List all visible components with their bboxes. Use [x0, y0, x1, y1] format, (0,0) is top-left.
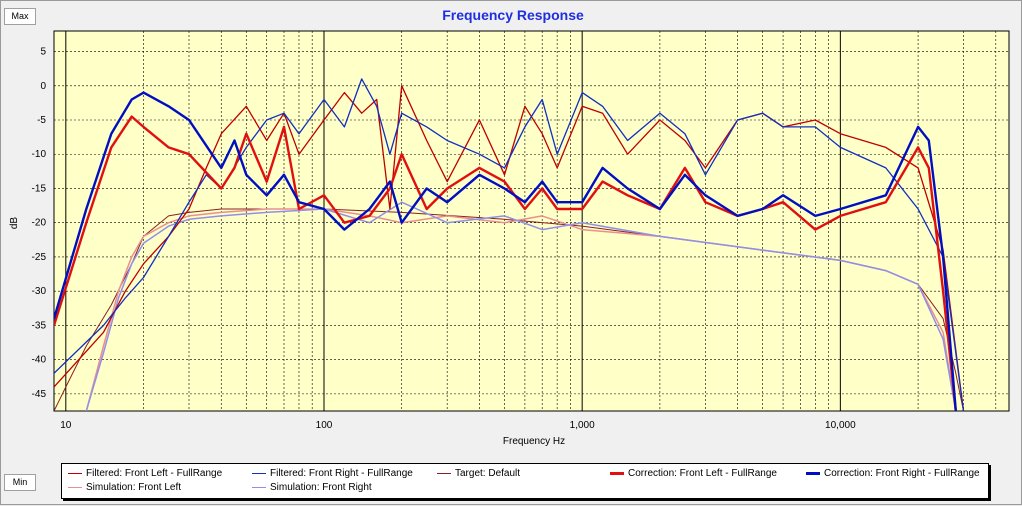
series-line [85, 201, 957, 411]
legend-label: Correction: Front Left - FullRange [628, 468, 777, 479]
legend-swatch [610, 472, 624, 475]
x-tick-label: 10 [60, 420, 72, 431]
y-tick-label: 5 [40, 47, 46, 58]
y-axis-label: dB [9, 217, 20, 230]
legend-entry: Correction: Front Left - FullRange [610, 468, 777, 479]
plot-area [53, 30, 1010, 412]
y-tick-label: -30 [32, 286, 47, 297]
legend-swatch [806, 472, 820, 475]
series-line [54, 91, 957, 411]
legend-swatch [68, 487, 82, 488]
legend-entry: Simulation: Front Right [252, 482, 372, 493]
max-button[interactable]: Max [4, 8, 36, 25]
x-tick-label: 100 [316, 420, 333, 431]
legend-swatch [252, 473, 266, 474]
x-axis-label: Frequency Hz [503, 436, 565, 447]
legend-entry: Correction: Front Right - FullRange [806, 468, 980, 479]
y-tick-label: 0 [40, 81, 46, 92]
legend-swatch [68, 473, 82, 474]
y-tick-label: -15 [32, 183, 47, 194]
y-tick-label: -10 [32, 149, 47, 160]
legend-label: Correction: Front Right - FullRange [824, 468, 980, 479]
legend-label: Filtered: Front Right - FullRange [270, 468, 413, 479]
legend-swatch [252, 487, 266, 488]
legend-label: Target: Default [455, 468, 521, 479]
legend-entry: Filtered: Front Right - FullRange [252, 468, 413, 479]
legend-label: Filtered: Front Left - FullRange [86, 468, 223, 479]
y-tick-label: -25 [32, 252, 47, 263]
x-tick-label: 1,000 [570, 420, 595, 431]
chart-title: Frequency Response [442, 7, 584, 23]
legend-entry: Target: Default [437, 468, 520, 479]
legend-label: Simulation: Front Left [86, 482, 182, 493]
y-tick-label: -40 [32, 355, 47, 366]
chart-legend: Filtered: Front Left - FullRange Filtered… [61, 463, 989, 499]
y-tick-label: -35 [32, 320, 47, 331]
legend-entry: Simulation: Front Left [68, 482, 181, 493]
legend-label: Simulation: Front Right [270, 482, 372, 493]
series-line [54, 115, 957, 411]
y-tick-label: -20 [32, 218, 47, 229]
x-tick-label: 10,000 [825, 420, 856, 431]
legend-swatch [437, 473, 451, 474]
legend-entry: Filtered: Front Left - FullRange [68, 468, 222, 479]
y-tick-label: -45 [32, 389, 47, 400]
min-button[interactable]: Min [4, 474, 36, 491]
y-tick-label: -5 [37, 115, 46, 126]
